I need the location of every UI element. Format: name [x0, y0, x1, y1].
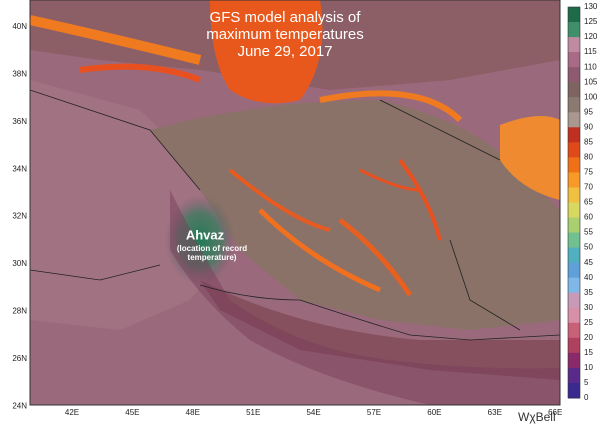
colorbar-label: 25 [584, 318, 593, 327]
latitude-label: 26N [12, 354, 27, 363]
colorbar-label: 45 [584, 258, 593, 267]
colorbar-swatch [568, 97, 580, 113]
latitude-label: 40N [12, 22, 27, 31]
colorbar-label: 90 [584, 122, 593, 131]
colorbar-label: 85 [584, 137, 593, 146]
longitude-label: 45E [125, 408, 139, 417]
colorbar: 1301251201151101051009590858075706560555… [567, 2, 598, 402]
colorbar-label: 65 [584, 198, 593, 207]
colorbar-label: 95 [584, 107, 593, 116]
colorbar-swatch [568, 157, 580, 173]
colorbar-swatch [568, 352, 580, 369]
latitude-label: 36N [12, 117, 27, 126]
colorbar-swatch [568, 127, 580, 143]
colorbar-label: 70 [584, 183, 593, 192]
colorbar-label: 0 [584, 393, 589, 402]
city-note: temperature) [188, 253, 237, 262]
colorbar-label: 60 [584, 213, 593, 222]
longitude-label: 63E [488, 408, 502, 417]
colorbar-label: 75 [584, 168, 593, 177]
colorbar-label: 30 [584, 303, 593, 312]
longitude-label: 66E [548, 408, 562, 417]
latitude-label: 32N [12, 212, 27, 221]
map-frame [29, 0, 561, 406]
colorbar-swatch [568, 322, 580, 339]
colorbar-label: 130 [584, 2, 598, 11]
colorbar-swatch [568, 292, 580, 309]
colorbar-swatch [568, 52, 580, 68]
colorbar-label: 10 [584, 363, 593, 372]
colorbar-swatch [568, 247, 580, 264]
colorbar-label: 5 [584, 378, 589, 387]
colorbar-swatch [568, 67, 580, 83]
colorbar-label: 35 [584, 288, 593, 297]
city-label: Ahvaz [186, 227, 225, 242]
colorbar-swatch [568, 382, 580, 399]
colorbar-swatch [568, 232, 580, 249]
colorbar-frame [567, 6, 581, 399]
title-line: GFS model analysis of [210, 9, 362, 26]
colorbar-swatch [568, 82, 580, 98]
colorbar-swatch [568, 367, 580, 384]
longitude-label: 51E [246, 408, 260, 417]
colorbar-swatch [568, 262, 580, 279]
colorbar-label: 110 [584, 62, 597, 71]
colorbar-label: 120 [584, 32, 598, 41]
colorbar-swatch [568, 22, 580, 38]
colorbar-label: 40 [584, 273, 593, 282]
latitude-label: 30N [12, 259, 27, 268]
colorbar-label: 125 [584, 17, 598, 26]
latitude-label: 28N [12, 307, 27, 316]
colorbar-swatch [568, 37, 580, 53]
colorbar-label: 105 [584, 77, 598, 86]
longitude-label: 54E [306, 408, 320, 417]
longitude-label: 42E [65, 408, 79, 417]
colorbar-label: 100 [584, 92, 598, 101]
colorbar-swatch [568, 307, 580, 324]
colorbar-swatch [568, 142, 580, 158]
colorbar-swatch [568, 112, 580, 128]
title-line: maximum temperatures [206, 26, 364, 43]
colorbar-label: 115 [584, 47, 597, 56]
map-area [30, 0, 560, 405]
colorbar-swatch [568, 337, 580, 354]
colorbar-label: 20 [584, 333, 593, 342]
colorbar-swatch [568, 217, 580, 234]
longitude-label: 48E [186, 408, 200, 417]
longitude-label: 57E [367, 408, 381, 417]
colorbar-swatch [568, 172, 580, 188]
colorbar-swatch [568, 202, 580, 219]
colorbar-swatch [568, 7, 580, 23]
longitude-label: 60E [427, 408, 441, 417]
title-line: June 29, 2017 [237, 43, 332, 60]
colorbar-label: 15 [584, 348, 593, 357]
colorbar-swatch [568, 187, 580, 203]
latitude-label: 38N [12, 70, 27, 79]
colorbar-label: 50 [584, 243, 593, 252]
logo: WχBell [518, 410, 556, 424]
colorbar-label: 55 [584, 228, 593, 237]
latitude-label: 34N [12, 164, 27, 173]
city-note: (location of record [177, 244, 247, 253]
colorbar-label: 80 [584, 152, 593, 161]
latitude-label: 24N [12, 401, 27, 410]
colorbar-swatch [568, 277, 580, 294]
